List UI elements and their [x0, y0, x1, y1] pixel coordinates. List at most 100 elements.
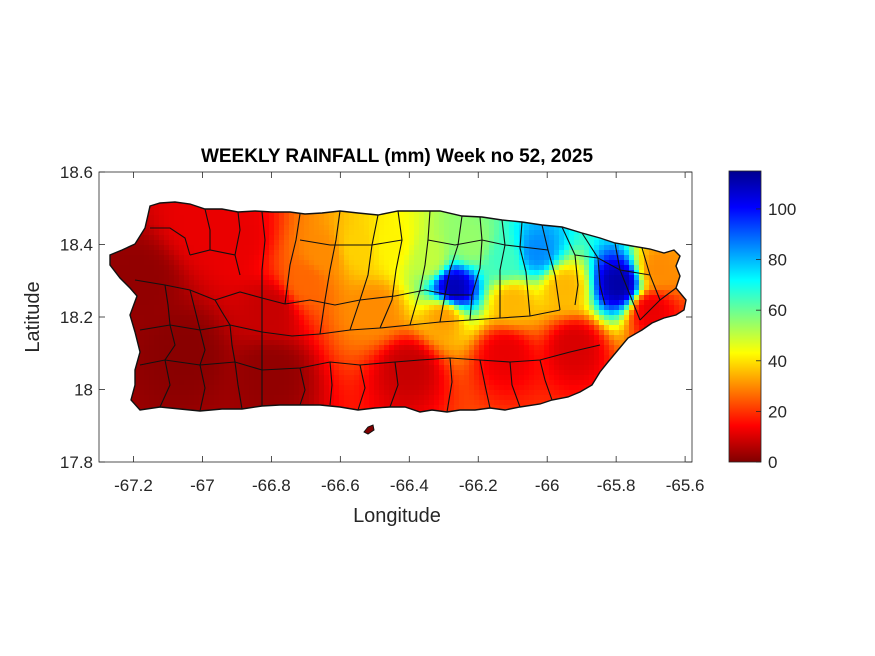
- rainfall-cell: [594, 305, 600, 311]
- rainfall-cell: [344, 345, 350, 351]
- rainfall-cell: [279, 365, 285, 371]
- rainfall-cell: [254, 360, 260, 366]
- rainfall-cell: [604, 325, 610, 331]
- rainfall-cell: [439, 300, 445, 306]
- rainfall-cell: [614, 260, 620, 266]
- rainfall-cell: [229, 380, 235, 386]
- rainfall-cell: [189, 305, 195, 311]
- rainfall-cell: [464, 390, 470, 396]
- rainfall-cell: [644, 295, 650, 301]
- rainfall-cell: [404, 285, 410, 291]
- rainfall-cell: [184, 305, 190, 311]
- rainfall-cell: [299, 275, 305, 281]
- rainfall-cell: [149, 205, 155, 211]
- rainfall-cell: [189, 355, 195, 361]
- rainfall-cell: [569, 380, 575, 386]
- rainfall-cell: [324, 240, 330, 246]
- rainfall-cell: [544, 305, 550, 311]
- rainfall-cell: [209, 395, 215, 401]
- rainfall-cell: [309, 375, 315, 381]
- rainfall-cell: [404, 280, 410, 286]
- rainfall-cell: [359, 270, 365, 276]
- rainfall-cell: [329, 355, 335, 361]
- rainfall-cell: [599, 345, 605, 351]
- rainfall-cell: [194, 230, 200, 236]
- rainfall-cell: [484, 275, 490, 281]
- rainfall-cell: [319, 325, 325, 331]
- rainfall-cell: [309, 395, 315, 401]
- rainfall-cell: [179, 390, 185, 396]
- rainfall-cell: [489, 250, 495, 256]
- rainfall-cell: [424, 260, 430, 266]
- rainfall-cell: [164, 265, 170, 271]
- rainfall-cell: [149, 310, 155, 316]
- rainfall-cell: [269, 360, 275, 366]
- rainfall-cell: [639, 320, 645, 326]
- rainfall-cell: [219, 215, 225, 221]
- rainfall-cell: [264, 340, 270, 346]
- rainfall-cell: [544, 345, 550, 351]
- rainfall-cell: [134, 370, 140, 376]
- rainfall-cell: [134, 240, 140, 246]
- rainfall-cell: [559, 375, 565, 381]
- rainfall-cell: [349, 285, 355, 291]
- rainfall-cell: [399, 360, 405, 366]
- rainfall-cell: [429, 230, 435, 236]
- rainfall-cell: [249, 285, 255, 291]
- rainfall-cell: [594, 280, 600, 286]
- rainfall-cell: [519, 395, 525, 401]
- rainfall-cell: [454, 385, 460, 391]
- rainfall-cell: [474, 345, 480, 351]
- rainfall-cell: [429, 240, 435, 246]
- rainfall-cell: [584, 375, 590, 381]
- rainfall-cell: [644, 290, 650, 296]
- rainfall-cell: [229, 235, 235, 241]
- rainfall-cell: [524, 395, 530, 401]
- rainfall-cell: [639, 260, 645, 266]
- rainfall-cell: [194, 345, 200, 351]
- rainfall-cell: [494, 255, 500, 261]
- rainfall-cell: [569, 360, 575, 366]
- rainfall-cell: [409, 280, 415, 286]
- rainfall-cell: [349, 215, 355, 221]
- rainfall-cell: [379, 280, 385, 286]
- rainfall-cell: [329, 300, 335, 306]
- rainfall-cell: [569, 300, 575, 306]
- rainfall-cell: [169, 375, 175, 381]
- rainfall-cell: [204, 365, 210, 371]
- rainfall-cell: [579, 385, 585, 391]
- rainfall-cell: [549, 270, 555, 276]
- rainfall-cell: [599, 265, 605, 271]
- rainfall-cell: [204, 310, 210, 316]
- rainfall-cell: [199, 290, 205, 296]
- rainfall-cell: [369, 230, 375, 236]
- rainfall-cell: [584, 370, 590, 376]
- rainfall-cell: [314, 290, 320, 296]
- rainfall-cell: [224, 350, 230, 356]
- rainfall-cell: [304, 345, 310, 351]
- rainfall-cell: [539, 350, 545, 356]
- rainfall-cell: [379, 310, 385, 316]
- rainfall-cell: [309, 260, 315, 266]
- rainfall-cell: [234, 325, 240, 331]
- rainfall-cell: [464, 325, 470, 331]
- rainfall-cell: [344, 305, 350, 311]
- rainfall-cell: [519, 295, 525, 301]
- rainfall-cell: [489, 355, 495, 361]
- rainfall-cell: [404, 320, 410, 326]
- rainfall-cell: [644, 320, 650, 326]
- rainfall-cell: [499, 230, 505, 236]
- rainfall-cell: [589, 295, 595, 301]
- rainfall-cell: [604, 245, 610, 251]
- rainfall-cell: [224, 245, 230, 251]
- rainfall-cell: [584, 305, 590, 311]
- rainfall-cell: [339, 365, 345, 371]
- rainfall-cell: [289, 310, 295, 316]
- rainfall-cell: [354, 305, 360, 311]
- rainfall-cell: [139, 345, 145, 351]
- rainfall-cell: [449, 285, 455, 291]
- rainfall-cell: [259, 255, 265, 261]
- rainfall-cell: [339, 220, 345, 226]
- rainfall-cell: [474, 335, 480, 341]
- rainfall-cell: [529, 275, 535, 281]
